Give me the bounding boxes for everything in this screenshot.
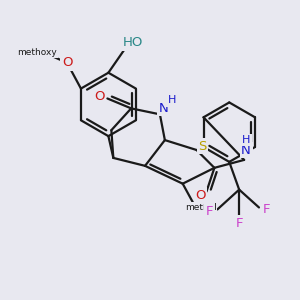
Text: H: H (168, 95, 176, 106)
Text: O: O (94, 90, 105, 103)
Text: F: F (206, 205, 213, 218)
Text: N: N (159, 102, 169, 115)
Text: H: H (242, 135, 250, 145)
Text: methoxy: methoxy (17, 48, 57, 57)
Text: F: F (263, 203, 271, 216)
Text: O: O (62, 56, 72, 69)
Text: O: O (195, 189, 206, 202)
Text: HO: HO (123, 37, 143, 50)
Text: F: F (236, 217, 243, 230)
Text: S: S (198, 140, 207, 152)
Text: N: N (241, 143, 251, 157)
Text: HO: HO (122, 37, 141, 50)
Text: methyl: methyl (185, 203, 216, 212)
Text: O: O (62, 56, 72, 69)
